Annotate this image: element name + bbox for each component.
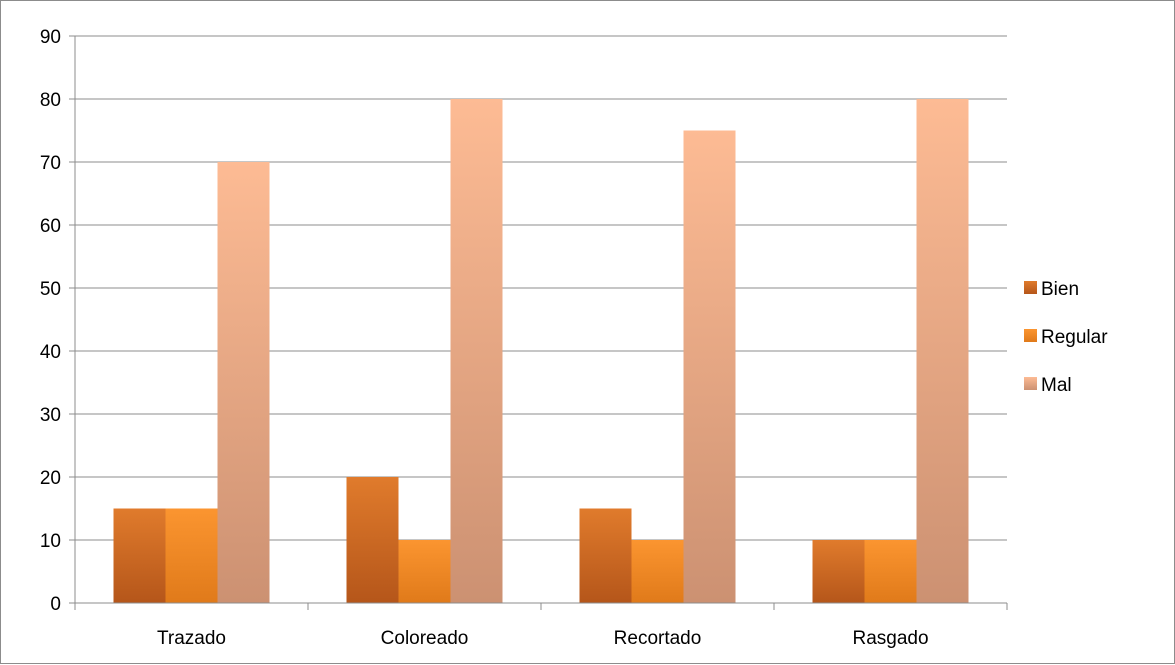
bar-regular-trazado	[165, 508, 218, 603]
legend-label-bien: Bien	[1041, 279, 1079, 300]
bar-regular-recortado	[631, 540, 684, 603]
y-tick-label-20: 20	[40, 468, 61, 489]
bar-mal-rasgado	[916, 99, 969, 603]
bar-regular-rasgado	[864, 540, 917, 603]
x-tick-label-coloreado: Coloreado	[381, 628, 469, 649]
bars	[113, 99, 969, 603]
y-tick-label-0: 0	[50, 594, 61, 615]
y-tick-labels: 0 10 20 30 40 50 60 70 80 90	[40, 27, 61, 615]
x-tick-label-recortado: Recortado	[614, 628, 702, 649]
bar-regular-coloreado	[398, 540, 451, 603]
x-tick-label-trazado: Trazado	[157, 628, 226, 649]
legend-label-mal: Mal	[1041, 375, 1072, 396]
bar-bien-trazado	[113, 508, 166, 603]
y-tick-label-30: 30	[40, 405, 61, 426]
x-tick-labels: Trazado Coloreado Recortado Rasgado	[157, 628, 929, 649]
legend: Bien Regular Mal	[1024, 279, 1108, 396]
y-tick-label-80: 80	[40, 90, 61, 111]
legend-swatch-regular	[1024, 329, 1037, 342]
bar-bien-coloreado	[346, 477, 399, 603]
axes	[74, 36, 1008, 610]
legend-label-regular: Regular	[1041, 327, 1108, 348]
bar-bien-recortado	[579, 508, 632, 603]
y-tick-label-40: 40	[40, 342, 61, 363]
legend-swatch-bien	[1024, 281, 1037, 294]
y-tick-label-10: 10	[40, 531, 61, 552]
bar-mal-recortado	[683, 130, 736, 603]
bar-mal-coloreado	[450, 99, 503, 603]
y-tick-label-90: 90	[40, 27, 61, 48]
legend-swatch-mal	[1024, 377, 1037, 390]
y-tick-label-70: 70	[40, 153, 61, 174]
bar-mal-trazado	[217, 162, 270, 603]
y-tick-label-50: 50	[40, 279, 61, 300]
y-tick-label-60: 60	[40, 216, 61, 237]
x-tick-label-rasgado: Rasgado	[852, 628, 928, 649]
bar-bien-rasgado	[812, 540, 865, 603]
